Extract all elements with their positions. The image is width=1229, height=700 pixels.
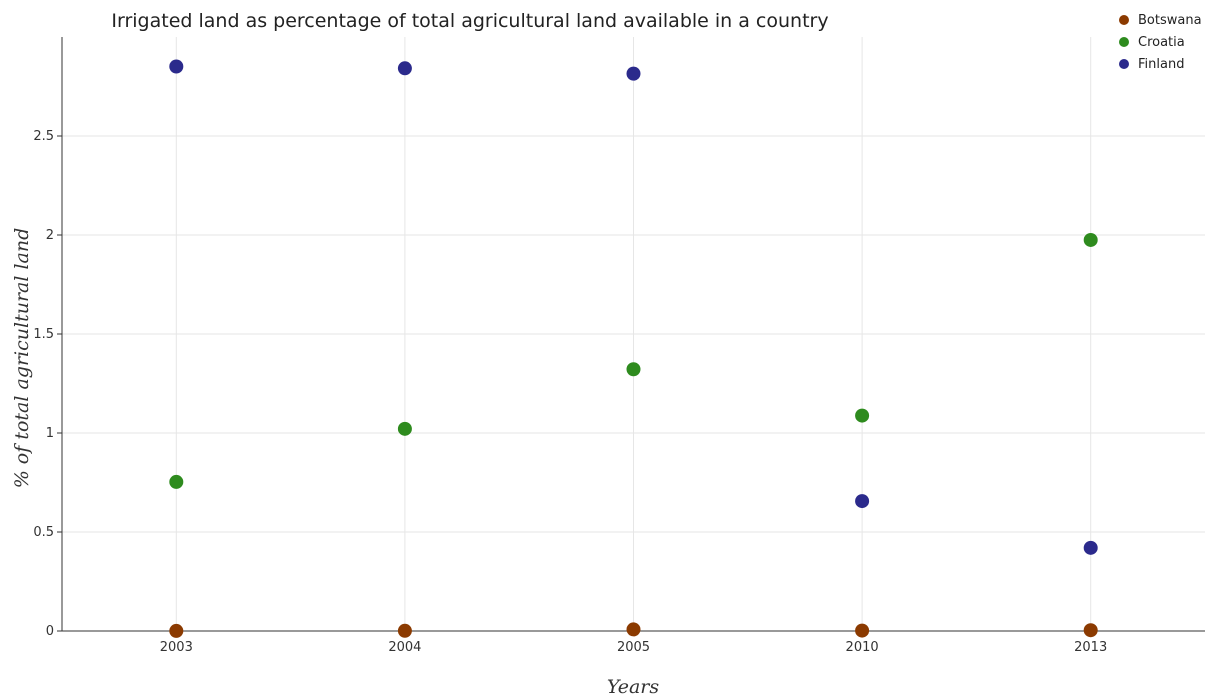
x-tick-label: 2004	[388, 640, 421, 655]
y-tick-label: 0	[46, 624, 54, 639]
data-point-botswana	[397, 623, 412, 638]
legend: Botswana Croatia Finland	[1119, 13, 1202, 72]
x-axis-label: Years	[607, 676, 660, 698]
y-tick-label: 2.5	[33, 129, 54, 144]
data-point-croatia	[397, 421, 412, 436]
chart-title: Irrigated land as percentage of total ag…	[111, 10, 828, 32]
data-point-botswana	[169, 623, 184, 638]
x-tick-label: 2003	[160, 640, 193, 655]
x-tick-label: 2005	[617, 640, 650, 655]
legend-marker	[1119, 15, 1129, 25]
data-point-finland	[1083, 540, 1098, 555]
y-axis-label: % of total agricultural land	[11, 228, 33, 489]
data-point-finland	[626, 66, 641, 81]
grid	[62, 37, 1205, 632]
data-point-botswana	[855, 623, 870, 638]
axes	[57, 37, 1205, 636]
legend-marker	[1119, 59, 1129, 69]
y-tick-label: 1.5	[33, 327, 54, 342]
x-tick-label: 2010	[846, 640, 879, 655]
y-tick-label: 1	[46, 426, 54, 441]
data-point-croatia	[169, 474, 184, 489]
data-points	[169, 59, 1098, 638]
data-point-croatia	[855, 408, 870, 423]
legend-label: Finland	[1138, 57, 1184, 72]
data-point-botswana	[1083, 623, 1098, 638]
x-tick-label: 2013	[1074, 640, 1107, 655]
data-point-croatia	[1083, 232, 1098, 247]
y-tick-label: 2	[46, 228, 54, 243]
legend-label: Botswana	[1138, 13, 1202, 28]
legend-label: Croatia	[1138, 35, 1185, 50]
data-point-finland	[855, 494, 870, 509]
data-point-finland	[169, 59, 184, 74]
data-point-botswana	[626, 622, 641, 637]
tick-labels: 0 0.5 1 1.5 2 2.5 2003 2004 2005 2010 2013	[33, 129, 1107, 655]
legend-marker	[1119, 37, 1129, 47]
data-point-croatia	[626, 362, 641, 377]
y-tick-label: 0.5	[33, 525, 54, 540]
data-point-finland	[397, 61, 412, 76]
